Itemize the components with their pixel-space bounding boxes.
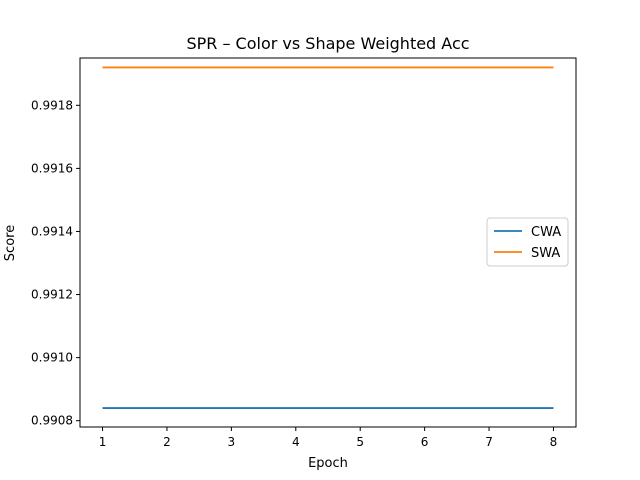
x-tick-label: 5 bbox=[356, 435, 364, 449]
legend: CWA SWA bbox=[486, 217, 569, 267]
legend-box bbox=[486, 217, 569, 267]
x-tick-label: 4 bbox=[292, 435, 300, 449]
y-axis-label: Score bbox=[3, 225, 18, 261]
series-layer bbox=[102, 66, 554, 409]
x-axis-label: Epoch bbox=[308, 456, 348, 471]
y-axis-ticks: 0.9908 0.9910 0.9912 0.9914 0.9916 0.9918 bbox=[31, 98, 80, 428]
x-tick-label: 2 bbox=[163, 435, 171, 449]
y-tick-label: 0.9918 bbox=[31, 98, 73, 112]
plot-area bbox=[79, 57, 577, 428]
x-tick-label: 1 bbox=[99, 435, 107, 449]
x-tick-label: 8 bbox=[550, 435, 558, 449]
y-tick-label: 0.9910 bbox=[31, 351, 73, 365]
legend-label-swa: SWA bbox=[531, 246, 560, 261]
y-tick-label: 0.9908 bbox=[31, 414, 73, 428]
y-tick-label: 0.9916 bbox=[31, 161, 73, 175]
y-tick-label: 0.9912 bbox=[31, 288, 73, 302]
legend-label-cwa: CWA bbox=[531, 225, 561, 240]
x-tick-label: 3 bbox=[228, 435, 236, 449]
chart-title: SPR – Color vs Shape Weighted Acc bbox=[186, 34, 469, 53]
x-axis-ticks: 1 2 3 4 5 6 7 8 bbox=[99, 427, 558, 449]
x-tick-label: 7 bbox=[485, 435, 493, 449]
y-tick-label: 0.9914 bbox=[31, 224, 73, 238]
x-tick-label: 6 bbox=[421, 435, 429, 449]
